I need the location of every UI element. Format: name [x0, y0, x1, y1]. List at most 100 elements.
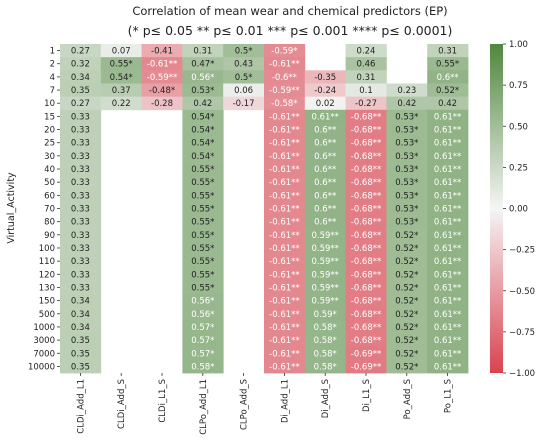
cell-value-label: -0.61**	[269, 336, 300, 346]
cell-value-label: 0.31	[438, 47, 457, 57]
cell-value-label: 0.57*	[191, 349, 214, 359]
cell-value-label: 0.52*	[395, 283, 418, 293]
cell-value-label: 0.6**	[314, 205, 336, 215]
heatmap-cell	[386, 162, 428, 176]
heatmap-cell	[427, 307, 469, 321]
row-tick-label: 130	[39, 283, 55, 293]
cell-value-label: 0.46	[357, 60, 376, 70]
cell-value-label: -0.68**	[351, 257, 382, 267]
cell-value-label: 0.32	[71, 60, 90, 70]
cell-value-label: 0.61**	[434, 191, 461, 201]
cell-value-label: 0.54*	[191, 126, 214, 136]
heatmap-cell	[304, 149, 346, 163]
cell-value-label: -0.68**	[351, 178, 382, 188]
cell-value-label: 0.34	[71, 310, 90, 320]
column-tick-label: Po_Add_S	[403, 379, 413, 419]
heatmap-cell	[345, 83, 387, 98]
heatmap-cell	[60, 188, 102, 203]
row-tick-label: 150	[39, 297, 55, 307]
cell-value-label: -0.61**	[269, 218, 300, 228]
heatmap-cell	[386, 320, 428, 334]
colorbar-tick-label: 0.75	[509, 81, 528, 91]
cell-value-label: 0.56*	[191, 73, 214, 83]
cell-value-label: 0.5*	[235, 73, 253, 83]
column-tick-label: CLDi_Add_S	[117, 379, 127, 429]
cell-value-label: 0.52*	[395, 362, 418, 372]
heatmap-cell	[345, 215, 387, 229]
cell-value-label: 0.54*	[191, 152, 214, 162]
heatmap-cell	[264, 96, 306, 111]
heatmap-cell	[264, 333, 306, 348]
heatmap-cell	[100, 83, 142, 98]
heatmap-cell	[100, 44, 142, 58]
heatmap-cell	[427, 96, 469, 111]
heatmap-cell	[345, 280, 387, 295]
heatmap-cell	[182, 320, 224, 334]
row-tick-label: 10000	[28, 362, 55, 372]
cell-value-label: 0.55*	[191, 191, 214, 201]
heatmap-cell	[264, 83, 306, 98]
cell-value-label: 0.61**	[434, 270, 461, 280]
heatmap-cell	[345, 44, 387, 58]
heatmap-cell	[304, 346, 346, 361]
heatmap-cell	[182, 267, 224, 282]
cell-value-label: -0.61**	[269, 244, 300, 254]
heatmap-cell	[60, 96, 102, 111]
heatmap-cell	[427, 57, 469, 71]
cell-value-label: 0.02	[316, 99, 335, 109]
heatmap-cell	[264, 307, 306, 321]
row-tick-label: 25	[44, 139, 55, 149]
heatmap-cell	[182, 109, 224, 124]
cell-value-label: 0.55*	[191, 257, 214, 267]
heatmap-cell	[345, 109, 387, 124]
cell-value-label: 0.1	[359, 86, 373, 96]
heatmap-cell	[304, 201, 346, 216]
heatmap-cell	[427, 149, 469, 163]
cell-value-label: 0.52*	[395, 323, 418, 333]
heatmap-cell	[141, 83, 183, 98]
cell-value-label: 0.55*	[191, 165, 214, 175]
heatmap-cell	[386, 83, 428, 98]
heatmap-cell	[427, 333, 469, 348]
heatmap-cell	[304, 320, 346, 334]
heatmap-cell	[182, 57, 224, 71]
heatmap-cell	[60, 215, 102, 229]
cell-value-label: 0.58*	[314, 362, 337, 372]
heatmap-cell	[182, 83, 224, 98]
heatmap-cell	[345, 359, 387, 374]
heatmap-cell	[427, 136, 469, 150]
heatmap-cell	[264, 320, 306, 334]
heatmap-cell	[427, 162, 469, 176]
cell-value-label: 0.53*	[395, 126, 418, 136]
cell-value-label: 0.56*	[191, 297, 214, 307]
heatmap-cell	[60, 254, 102, 269]
cell-value-label: 0.33	[71, 205, 90, 215]
heatmap-cell	[100, 57, 142, 71]
heatmap-cell	[345, 188, 387, 203]
cell-value-label: 0.23	[397, 86, 416, 96]
cell-value-label: 0.53*	[395, 218, 418, 228]
heatmap-cell	[182, 122, 224, 137]
cell-value-label: -0.59**	[147, 73, 178, 83]
cell-value-label: -0.61**	[269, 257, 300, 267]
heatmap-cell	[60, 175, 102, 190]
cell-value-label: -0.61**	[269, 165, 300, 175]
row-tick-label: 80	[44, 218, 55, 228]
colorbar-tick-label: −0.25	[509, 246, 535, 256]
cell-value-label: -0.68**	[351, 126, 382, 136]
cell-value-label: 0.59**	[311, 270, 338, 280]
heatmap-cell	[60, 149, 102, 163]
cell-value-label: -0.61**	[269, 112, 300, 122]
cell-value-label: -0.61**	[269, 283, 300, 293]
cell-value-label: -0.59*	[271, 47, 297, 57]
cell-value-label: 0.55*	[110, 60, 133, 70]
cell-value-label: 0.61**	[434, 152, 461, 162]
heatmap-cell	[427, 254, 469, 269]
heatmap-cells	[60, 44, 469, 374]
cell-value-label: 0.59**	[311, 244, 338, 254]
heatmap-cell	[427, 267, 469, 282]
cell-value-label: 0.6**	[314, 191, 336, 201]
cell-value-label: -0.68**	[351, 270, 382, 280]
cell-value-label: 0.61**	[434, 257, 461, 267]
